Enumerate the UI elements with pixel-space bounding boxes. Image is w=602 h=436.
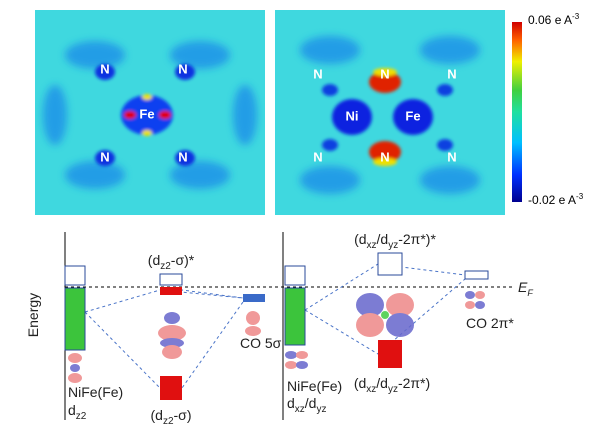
label-part: z2 [76,411,87,422]
label-part: /d [305,395,317,411]
label-part: (d [151,407,163,423]
atom-label: N [100,61,109,76]
orbital-label: (dxz/dyz-2π*)* [354,231,436,251]
metal-label: NiFe(Fe) [287,378,342,394]
atom-label: N [313,149,322,164]
label-part: yz [388,240,398,251]
atom-label: N [178,61,187,76]
label-part: z2 [163,416,174,427]
label-part: -σ) [174,407,192,423]
orbital-label: (dz2-σ)* [148,252,195,272]
label-part: d [68,402,76,418]
atom-label: N [447,66,456,81]
orbital-label: (dz2-σ) [151,407,192,427]
colorbar-min: -0.02 e A-3 [528,192,584,207]
atom-label: Ni [346,108,359,123]
co-level-label: CO 5σ [240,335,282,351]
atom-label: N [380,149,389,164]
label-part: (d [354,375,366,391]
orbital-label: dz2 [68,402,87,422]
label-part: (d [354,231,366,247]
density-map-right [275,10,505,215]
label-part: /d [377,231,389,247]
atom-label: N [447,149,456,164]
label-part: xz [367,240,377,251]
colorbar-max: 0.06 e A-3 [528,12,580,27]
label-part: (d [148,252,160,268]
co-level-label: CO 2π* [466,315,514,331]
atom-label: N [178,149,187,164]
energy-diagram: Energy EF CO 5σ CO 2π* NiFe(Fe) NiFe(Fe) [25,232,533,420]
label-part: xz [366,384,376,395]
metal-label: NiFe(Fe) [68,384,123,400]
label-part: yz [316,404,326,415]
label-part: d [287,395,295,411]
atom-label: Fe [139,106,154,121]
atom-label: Fe [405,108,420,123]
atom-label: N [380,66,389,81]
label-part: /d [376,375,388,391]
density-map-left [35,10,265,215]
orbital-label: dxz/dyz [287,395,326,415]
atom-label: N [100,149,109,164]
label-part: yz [388,384,398,395]
label-part: -2π*) [398,375,430,391]
label-part: -σ)* [171,252,195,268]
axis-label: Energy [25,293,41,337]
fermi-label: EF [518,279,533,298]
label-part: xz [295,404,305,415]
colorbar [512,22,522,202]
label-part: z2 [160,261,171,272]
label-part: -2π*)* [398,231,436,247]
orbital-label: (dxz/dyz-2π*) [354,375,430,395]
atom-label: N [313,66,322,81]
